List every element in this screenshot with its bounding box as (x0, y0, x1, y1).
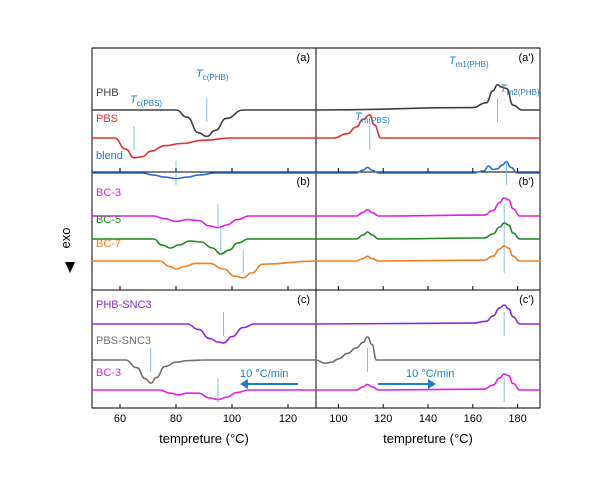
series-line-c-pbs-snc3 (92, 359, 316, 384)
series-line-c-bc-3 (92, 389, 316, 401)
series-line-a-prime-blend (316, 160, 540, 174)
series-label-blend: blend (96, 150, 123, 162)
series-label-pbs-snc3: PBS-SNC3 (96, 335, 151, 347)
series-label-bc-3: BC-3 (96, 187, 121, 199)
series-line-c-phb-snc3 (92, 323, 316, 344)
series-line-a-phb (92, 109, 316, 138)
panel-label-c-prime: (c') (519, 294, 534, 306)
series-label-phb-snc3: PHB-SNC3 (96, 299, 152, 311)
series-label-pbs: PBS (96, 113, 118, 125)
x-axis-label-right: tempreture (°C) (383, 431, 473, 446)
peak-annotation-0: Tc(PHB) (196, 68, 229, 82)
panel-label-a-prime: (a') (518, 52, 534, 64)
y-axis-label: exo (58, 228, 73, 249)
rate-label-1: 10 °C/min (406, 368, 454, 380)
x-tick-label: 60 (114, 413, 126, 425)
series-line-b-bc-5 (92, 238, 316, 255)
peak-annotation-3: Tm2(PHB) (500, 83, 540, 97)
series-line-a-prime-phb (315, 83, 540, 111)
x-tick-label: 140 (419, 413, 437, 425)
x-axis-label-left: tempreture (°C) (159, 431, 249, 446)
panel-label-b: (b) (297, 176, 310, 188)
x-tick-label: 120 (279, 413, 297, 425)
series-label-phb: PHB (96, 87, 119, 99)
x-tick-label: 100 (223, 413, 241, 425)
series-line-a-blend (92, 172, 316, 180)
x-tick-label: 80 (170, 413, 182, 425)
peak-annotation-1: Tc(PBS) (130, 94, 162, 108)
series-line-b-bc-7 (92, 260, 317, 279)
series-label-bc-3: BC-3 (96, 367, 121, 379)
rate-arrow-head-icon-0 (240, 379, 248, 389)
panel-label-b-prime: (b') (518, 176, 534, 188)
x-tick-label: 100 (329, 413, 347, 425)
series-line-c-prime-phb-snc3 (315, 304, 540, 325)
exo-arrow-icon (65, 262, 75, 273)
panel-label-a: (a) (297, 52, 310, 64)
series-line-c-prime-pbs-snc3 (315, 336, 540, 365)
peak-annotation-4: Tm(PBS) (355, 111, 390, 125)
series-label-bc-7: BC-7 (96, 238, 121, 250)
panel-label-c: (c) (297, 294, 310, 306)
plot-layer (91, 83, 540, 402)
series-line-b-prime-bc-5 (316, 222, 540, 240)
series-line-b-prime-bc-3 (315, 197, 540, 217)
series-line-a-pbs (92, 137, 316, 159)
series-line-c-prime-bc-3 (316, 373, 540, 391)
series-line-b-prime-bc-7 (316, 244, 540, 262)
peak-annotation-2: Tm1(PHB) (449, 55, 489, 69)
rate-label-0: 10 °C/min (240, 368, 288, 380)
x-tick-label: 180 (508, 413, 526, 425)
x-tick-label: 120 (374, 413, 392, 425)
series-line-b-bc-3 (91, 215, 316, 229)
x-tick-label: 160 (464, 413, 482, 425)
tick-layer: 60 80 100 120 100 120 140 160 180 (114, 168, 527, 425)
series-line-a-prime-pbs (316, 114, 540, 139)
rate-arrow-head-icon-1 (428, 379, 436, 389)
series-label-bc-5: BC-5 (96, 214, 121, 226)
label-layer: (a) PHB PBS blend (a') (b) BC-3 BC-5 BC-7 (b') (c)… (96, 52, 540, 389)
